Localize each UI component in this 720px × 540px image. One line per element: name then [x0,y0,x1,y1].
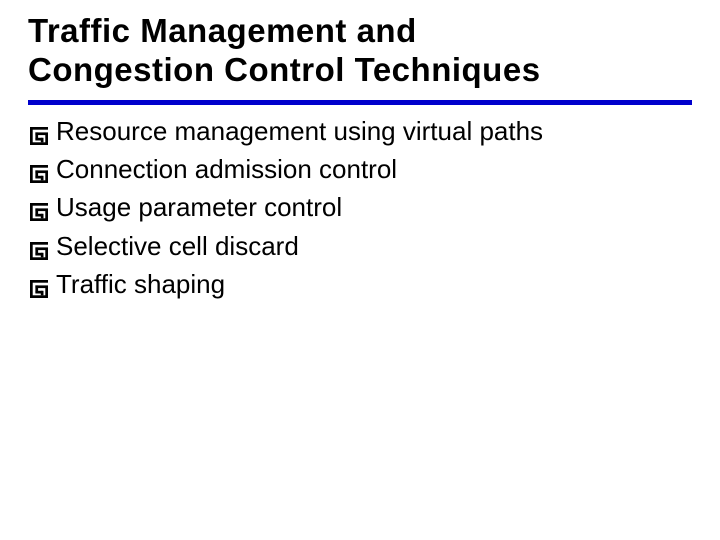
list-item: Traffic shaping [30,268,692,306]
list-item: Usage parameter control [30,191,692,229]
maze-bullet-icon [30,120,48,153]
bullet-text: Selective cell discard [56,230,692,263]
title-line-2: Congestion Control Techniques [28,51,541,88]
list-item: Selective cell discard [30,230,692,268]
bullet-text: Usage parameter control [56,191,692,224]
bullet-list: Resource management using virtual paths … [28,115,692,306]
slide: Traffic Management and Congestion Contro… [0,0,720,540]
title-underline [28,100,692,105]
maze-bullet-icon [30,235,48,268]
list-item: Resource management using virtual paths [30,115,692,153]
slide-title: Traffic Management and Congestion Contro… [28,12,692,90]
maze-bullet-icon [30,273,48,306]
bullet-text: Traffic shaping [56,268,692,301]
bullet-text: Resource management using virtual paths [56,115,692,148]
maze-bullet-icon [30,158,48,191]
title-line-1: Traffic Management and [28,12,417,49]
maze-bullet-icon [30,196,48,229]
list-item: Connection admission control [30,153,692,191]
bullet-text: Connection admission control [56,153,692,186]
